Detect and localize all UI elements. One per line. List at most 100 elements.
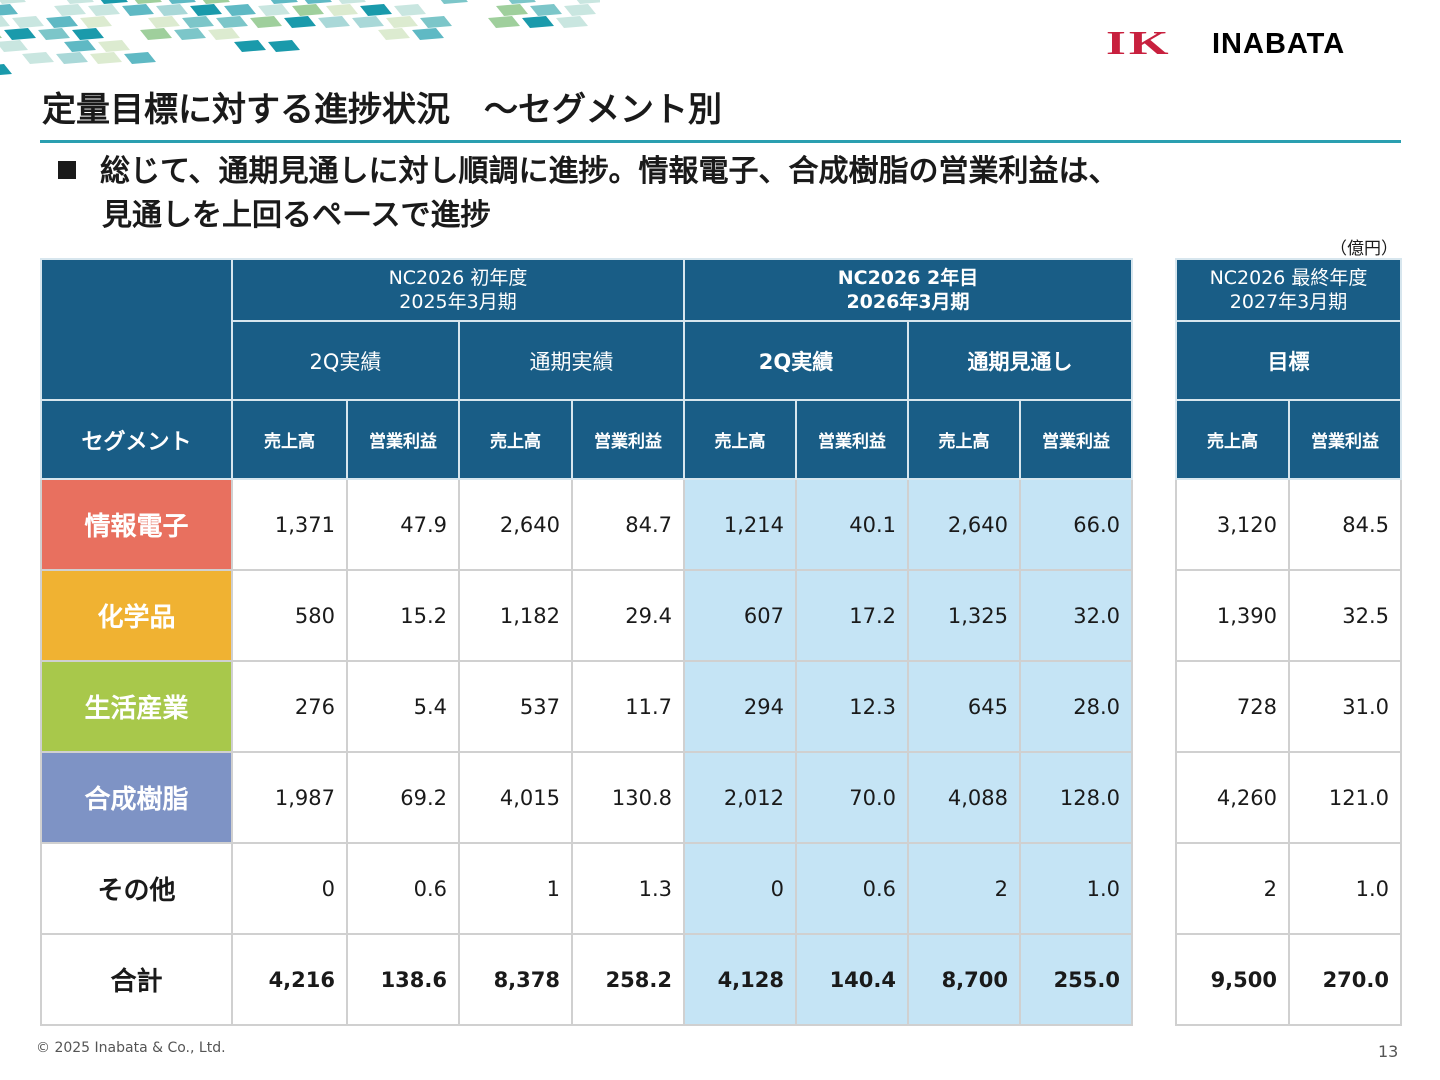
- segment-name: 化学品: [40, 569, 233, 662]
- operating-profit-cell: 255.0: [1019, 933, 1133, 1026]
- lead-line-1: 総じて、通期見通しに対し順調に進捗。情報電子、合成樹脂の営業利益は、: [100, 154, 1119, 189]
- mosaic-tile: [352, 16, 384, 28]
- mosaic-tile: [250, 16, 282, 28]
- mosaic-tile: [156, 4, 188, 16]
- sales-cell: 276: [231, 660, 348, 753]
- mosaic-tile: [326, 4, 358, 16]
- sales-cell: 1,214: [683, 478, 797, 571]
- operating-profit-cell: 17.2: [795, 569, 909, 662]
- sales-cell: 2: [907, 842, 1021, 935]
- group-header: 通期見通し: [907, 320, 1133, 401]
- corner-cell: [40, 258, 233, 401]
- mosaic-tile: [258, 4, 290, 16]
- mosaic-tile: [182, 16, 214, 28]
- mosaic-tile: [66, 0, 94, 4]
- sales-cell: 8,700: [907, 933, 1021, 1026]
- sales-cell: 2,012: [683, 751, 797, 844]
- mosaic-tile: [564, 4, 596, 16]
- mosaic-tile: [56, 52, 88, 64]
- period-header: NC2026 2年目 2026年3月期: [683, 258, 1133, 322]
- mosaic-tile: [72, 28, 104, 40]
- operating-profit-cell: 31.0: [1288, 660, 1402, 753]
- segment-name: 合成樹脂: [40, 751, 233, 844]
- mosaic-tile: [556, 16, 588, 28]
- operating-profit-cell: 128.0: [1019, 751, 1133, 844]
- mosaic-tile: [134, 0, 162, 4]
- mosaic-tile: [412, 28, 444, 40]
- sales-cell: 4,128: [683, 933, 797, 1026]
- title-divider: [40, 140, 1401, 143]
- operating-profit-cell: 84.7: [571, 478, 685, 571]
- operating-profit-cell: 15.2: [346, 569, 460, 662]
- operating-profit-header: 営業利益: [571, 399, 685, 480]
- period-header: NC2026 最終年度 2027年3月期: [1175, 258, 1402, 322]
- mosaic-tile: [360, 4, 392, 16]
- mosaic-tile: [576, 0, 600, 4]
- sales-cell: 728: [1175, 660, 1290, 753]
- sales-cell: 1: [458, 842, 573, 935]
- sales-cell: 4,088: [907, 751, 1021, 844]
- mosaic-tile: [0, 0, 26, 4]
- operating-profit-cell: 0.6: [346, 842, 460, 935]
- sales-header: 売上高: [458, 399, 573, 480]
- mosaic-tile: [318, 16, 350, 28]
- segment-name: 情報電子: [40, 478, 233, 571]
- mosaic-tile: [0, 35, 2, 39]
- sales-cell: 645: [907, 660, 1021, 753]
- group-header: 2Q実績: [683, 320, 909, 401]
- sales-cell: 2,640: [907, 478, 1021, 571]
- mosaic-tile: [46, 16, 78, 28]
- mosaic-tile: [174, 28, 206, 40]
- mosaic-tile: [22, 52, 54, 64]
- mosaic-tile: [168, 0, 196, 4]
- mosaic-tile: [0, 16, 10, 27]
- operating-profit-header: 営業利益: [795, 399, 909, 480]
- mosaic-tile: [488, 16, 520, 28]
- operating-profit-cell: 12.3: [795, 660, 909, 753]
- mosaic-tile: [338, 0, 366, 4]
- operating-profit-cell: 47.9: [346, 478, 460, 571]
- mosaic-tile: [148, 16, 180, 28]
- operating-profit-cell: 84.5: [1288, 478, 1402, 571]
- mosaic-tile: [292, 4, 324, 16]
- page-title: 定量目標に対する進捗状況 ～セグメント別: [42, 90, 722, 130]
- decorative-mosaic: [0, 0, 600, 75]
- operating-profit-cell: 0.6: [795, 842, 909, 935]
- segment-header: セグメント: [40, 399, 233, 480]
- operating-profit-cell: 270.0: [1288, 933, 1402, 1026]
- mosaic-tile: [440, 0, 468, 4]
- mosaic-tile: [420, 16, 452, 28]
- table-row: 化学品 580 15.2 1,182 29.4 607 17.2 1,325 32.0 1,390…: [40, 569, 1402, 662]
- sales-cell: 1,182: [458, 569, 573, 662]
- mosaic-tile: [270, 0, 298, 4]
- table-row: 生活産業 276 5.4 537 11.7 294 12.3 645 28.0 728 31.0: [40, 660, 1402, 753]
- lead-line-2: 見通しを上回るペースで進捗: [102, 198, 491, 233]
- inabata-logo: IK INABATA: [1106, 25, 1345, 62]
- operating-profit-cell: 5.4: [346, 660, 460, 753]
- sales-cell: 0: [683, 842, 797, 935]
- mosaic-tile: [80, 16, 112, 28]
- mosaic-tile: [64, 40, 96, 52]
- mosaic-tile: [522, 16, 554, 28]
- sales-cell: 1,371: [231, 478, 348, 571]
- mosaic-tile: [386, 16, 418, 28]
- mosaic-tile: [54, 4, 86, 16]
- sales-cell: 8,378: [458, 933, 573, 1026]
- mosaic-tile: [190, 4, 222, 16]
- sales-cell: 2: [1175, 842, 1290, 935]
- segment-name: 生活産業: [40, 660, 233, 753]
- sales-cell: 3,120: [1175, 478, 1290, 571]
- mosaic-tile: [216, 16, 248, 28]
- mosaic-tile: [496, 4, 528, 16]
- mosaic-tile: [202, 0, 230, 4]
- sales-cell: 0: [231, 842, 348, 935]
- mosaic-tile: [394, 4, 426, 16]
- page-number: 13: [1378, 1042, 1399, 1061]
- sales-cell: 294: [683, 660, 797, 753]
- mosaic-tile: [304, 0, 332, 4]
- mosaic-tile: [530, 4, 562, 16]
- mosaic-tile: [122, 4, 154, 16]
- sales-cell: 9,500: [1175, 933, 1290, 1026]
- mosaic-tile: [378, 28, 410, 40]
- mosaic-tile: [124, 52, 156, 64]
